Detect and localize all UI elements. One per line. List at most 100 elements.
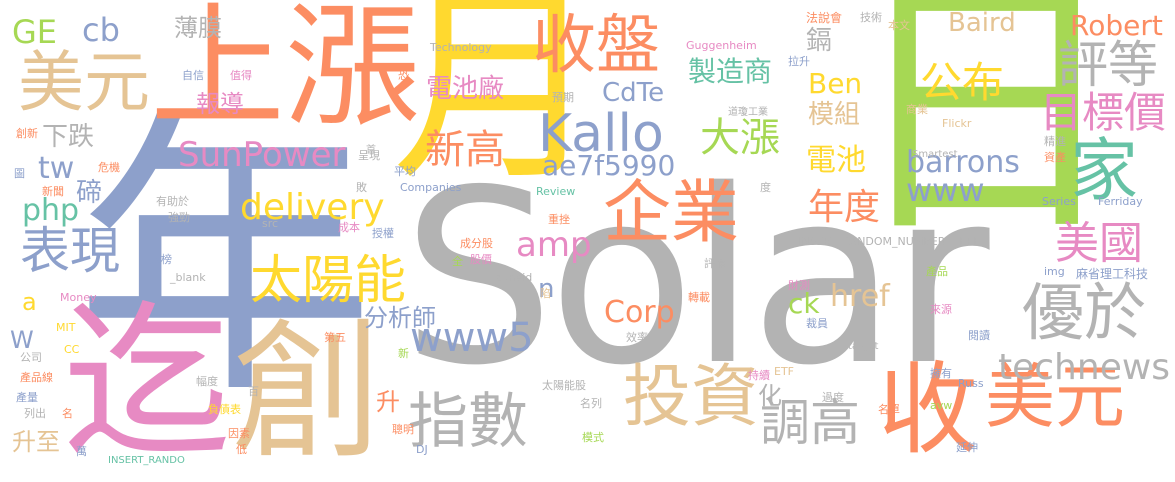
word-www5: www5: [410, 315, 534, 361]
word-dianchi: 電池: [806, 143, 866, 178]
word-gongsi: 公司: [20, 351, 42, 364]
word-caiyuan: 裁員: [806, 317, 828, 330]
word-dj: DJ: [416, 443, 428, 456]
word-xiaolu: 效率: [626, 331, 648, 344]
word-shangye: 商業: [906, 103, 928, 116]
word-smartest: Smartest: [912, 149, 958, 160]
word-zhizaoshang: 製造商: [688, 55, 773, 88]
word-shoupan: 收盤: [532, 9, 660, 83]
word-weiji: 危機: [98, 161, 120, 174]
word-yinsu: 因素: [228, 427, 250, 440]
word-fenxishi: 分析師: [364, 304, 436, 332]
word-shouquan: 授權: [372, 227, 394, 240]
word-a: a: [22, 288, 37, 316]
word-mozu: 模組: [808, 100, 861, 130]
word-caice: 財測: [788, 279, 810, 292]
word-zixin: 自信: [182, 69, 204, 82]
word-etf: ETF: [774, 365, 794, 378]
word-mit: MIT: [56, 321, 76, 334]
word-jingjin: 精進: [1044, 135, 1066, 148]
word-du: 度: [760, 181, 771, 194]
word-www: www: [906, 171, 985, 209]
word-bai2: 百: [248, 385, 259, 398]
word-meiguo: 美國: [1055, 218, 1143, 269]
word-amp: amp: [516, 225, 592, 265]
word-bai: 敗: [356, 181, 367, 194]
word-delivery: delivery: [240, 187, 385, 228]
word-gujia: 股價: [470, 253, 492, 266]
word-pinglun: 評論: [704, 257, 726, 270]
word-qiye: 企業: [603, 174, 740, 253]
word-zhongcuo: 重挫: [548, 213, 570, 226]
word-yuedu: 閱讀: [968, 329, 990, 342]
word-cb: cb: [82, 11, 120, 49]
word-shou2: 首: [366, 145, 376, 156]
word-meiyuan-top: 美元: [18, 44, 150, 121]
word-chuang: 創: [232, 306, 383, 480]
word-di: 低: [236, 443, 247, 456]
word-flickr: Flickr: [942, 117, 972, 130]
word-gongbu: 公布: [920, 58, 1005, 107]
word-moshi: 模式: [582, 431, 604, 444]
word-sunpower: SunPower: [178, 135, 346, 175]
word-zhide: 值得: [230, 69, 252, 82]
word-youyu: 優於: [1022, 276, 1147, 349]
word-tu: 圖: [14, 167, 25, 180]
word-solar: Solar: [402, 138, 990, 418]
word-yanshen: 延伸: [956, 441, 978, 454]
word-target: target: [848, 341, 879, 352]
word-pingjun: 平均: [394, 165, 416, 178]
word-dazhang: 大漲: [700, 115, 780, 161]
word-sheng: 升: [376, 388, 400, 416]
word-taiyangneng: 太陽能: [250, 251, 407, 311]
word-yongyou: 擁有: [930, 367, 952, 380]
word-biaoxian: 表現: [20, 222, 120, 280]
word-ming: 名: [62, 407, 73, 420]
word-xin: 新: [398, 347, 409, 360]
word-yue: 月: [392, 0, 603, 209]
word-img: img: [1044, 265, 1065, 278]
word-youzhuyu: 有助於: [156, 195, 189, 208]
word-fashuohui: 法說會: [806, 11, 843, 25]
word-fudu: 幅度: [196, 375, 218, 388]
word-shengzhi: 升至: [12, 428, 60, 456]
word-russ: Russ: [958, 377, 984, 390]
word-zichan: 資產: [1044, 151, 1066, 164]
word-daoqiong: 道瓊工業: [728, 107, 768, 118]
word-mingdan: 名單: [878, 403, 900, 416]
word-chengxian: 呈現: [358, 149, 380, 162]
word-ge: GE: [12, 13, 58, 51]
word-xinwen: 新聞: [42, 185, 64, 198]
word-technews: technews: [998, 347, 1171, 388]
word-laiyuan: 來源: [930, 303, 952, 316]
word-baodao: 報導: [196, 90, 244, 118]
word-lasheng: 拉升: [788, 55, 810, 68]
word-zoneid: zoneid: [496, 271, 533, 284]
word-ge-metal: 鎘: [806, 26, 833, 56]
word-kong: 恐: [398, 69, 409, 82]
word-fuzaibiao: 負債表: [208, 403, 241, 416]
word-quan: 全: [452, 255, 463, 268]
word-xingao: 新高: [425, 127, 505, 173]
word-ferriday: Ferriday: [1098, 195, 1143, 208]
word-ben: Ben: [808, 67, 863, 100]
word-shou: 收: [878, 351, 978, 468]
word-corp: Corp: [604, 295, 675, 330]
word-series: Series: [1042, 195, 1076, 208]
word-w: W: [10, 326, 34, 354]
word-chixu: 持續: [748, 369, 770, 382]
word-diwu: 第五: [324, 331, 346, 344]
word-chengfengu: 成分股: [460, 237, 493, 250]
word-companies: Companies: [400, 181, 462, 194]
word-tw: tw: [38, 151, 75, 186]
word-n: n: [538, 274, 555, 304]
word-yuqi: 預期: [552, 91, 574, 104]
word-ae7f: ae7f5990: [542, 149, 676, 182]
word-pingdeng: 評等: [1058, 36, 1158, 94]
word-baird: Baird: [948, 8, 1016, 38]
word-review: Review: [536, 185, 576, 198]
word-jishu: 技術: [860, 11, 882, 24]
word-touzi: 投資: [623, 358, 760, 437]
word-avw: avw: [930, 399, 953, 412]
